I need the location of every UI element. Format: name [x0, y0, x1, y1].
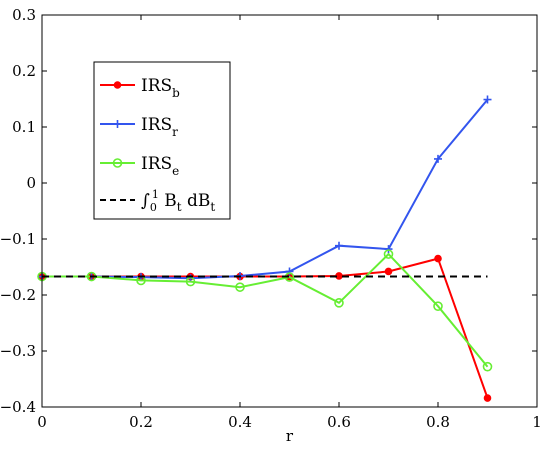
legend-label-main: IRS — [141, 115, 172, 135]
data-point — [335, 241, 343, 250]
legend-label: IRSe — [141, 154, 179, 178]
legend-entry: IRSb — [100, 76, 180, 100]
legend-label: IRSr — [141, 115, 178, 139]
plot-area — [37, 95, 493, 402]
data-point — [384, 267, 393, 276]
x-tick-label: 1 — [532, 413, 542, 431]
x-tick-label: 0.2 — [129, 413, 153, 431]
y-tick-label: −0.1 — [0, 230, 36, 248]
data-point — [434, 154, 442, 163]
data-point — [235, 282, 245, 292]
x-tick-label: 0.8 — [426, 413, 450, 431]
y-tick-label: 0.2 — [12, 62, 36, 80]
legend-label-part: t — [210, 200, 215, 214]
axis-ticks: 0 0.2 0.4 0.6 0.8 1 −0.4 −0.3 −0.2 −0.1 0 0.1 0.2 0.3 — [0, 6, 542, 431]
legend-label-sub: r — [172, 125, 178, 139]
series-path — [42, 252, 489, 368]
legend-label: IRSb — [141, 76, 180, 100]
y-tick-label: 0 — [26, 174, 36, 192]
data-point — [384, 245, 393, 254]
y-tick-label: −0.2 — [0, 286, 36, 304]
legend-entry: IRSr — [100, 115, 178, 139]
x-tick-label: 0.4 — [228, 413, 252, 431]
y-tick-label: 0.3 — [12, 6, 36, 24]
legend-label-sub: b — [172, 86, 180, 100]
data-point — [113, 81, 122, 89]
legend-label-part: ∫ — [141, 191, 150, 211]
x-tick-label: 0 — [37, 413, 47, 431]
legend-label-part: dB — [182, 191, 211, 211]
data-point — [285, 267, 294, 276]
x-tick-label: 0.6 — [327, 413, 351, 431]
data-point — [433, 301, 443, 312]
data-point — [334, 298, 344, 308]
data-point — [113, 120, 122, 128]
legend-label-sub: e — [172, 164, 179, 178]
data-point — [185, 276, 196, 287]
axes-frame — [41, 14, 538, 408]
x-axis-label: r — [286, 427, 294, 445]
legend-label-part: B — [159, 191, 177, 211]
series-path — [42, 257, 489, 399]
legend-label-main: IRS — [141, 76, 172, 96]
data-point — [483, 95, 492, 104]
data-point — [483, 394, 492, 402]
series-line-2 — [37, 249, 493, 372]
data-point — [112, 158, 123, 168]
y-tick-label: −0.4 — [0, 398, 36, 416]
legend-label-part: t — [177, 200, 182, 214]
legend-label-main: IRS — [141, 154, 172, 174]
legend-entry: IRSe — [100, 154, 179, 178]
data-point — [482, 361, 493, 372]
y-tick-label: −0.3 — [0, 342, 36, 360]
data-point — [383, 249, 394, 259]
legend-label-part: 1 — [152, 188, 159, 201]
legend-entry: ∫01 Bt dBt — [100, 188, 215, 214]
y-tick-label: 0.1 — [12, 118, 36, 136]
legend-label-part: 0 — [150, 201, 157, 214]
data-point — [434, 254, 442, 263]
legend-label: ∫01 Bt dBt — [141, 188, 215, 214]
